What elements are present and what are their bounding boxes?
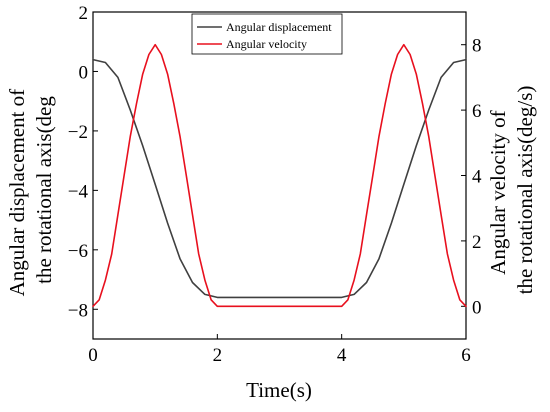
left-y-tick-label: −8 [68, 300, 88, 321]
right-axis-title-line-1: Angular velocity of [486, 110, 510, 274]
right-y-tick-label: 4 [472, 167, 482, 188]
legend-label-velocity: Angular velocity [226, 37, 307, 51]
left-y-tick-label: 2 [79, 3, 89, 24]
x-tick-label: 6 [461, 345, 471, 366]
ticks-layer: 0 2 4 6 2 0 −2 −4 −6 −8 8 6 4 2 0 [68, 3, 482, 366]
angular-displacement-line [92, 58, 467, 299]
right-y-tick-label: 2 [472, 232, 482, 253]
legend: Angular displacement Angular velocity [191, 13, 343, 55]
x-tick-label: 4 [337, 345, 347, 366]
left-axis-title-line-2: the rotational axis(deg [32, 96, 56, 284]
right-y-tick-label: 0 [472, 297, 482, 318]
x-tick-label: 2 [213, 345, 223, 366]
left-y-tick-label: 0 [79, 62, 89, 83]
left-axis-title: Angular displacement of the rotational a… [5, 84, 56, 297]
right-y-tick-label: 8 [472, 36, 482, 57]
legend-label-displacement: Angular displacement [226, 20, 332, 34]
angular-velocity-line [92, 43, 467, 308]
left-y-tick-label: −4 [68, 181, 89, 202]
x-axis-title: Time(s) [246, 378, 312, 402]
left-y-tick-label: −6 [68, 241, 88, 262]
plot-frame [92, 11, 467, 340]
left-axis-title-line-1: Angular displacement of [5, 89, 29, 297]
series-layer [92, 43, 467, 308]
right-y-tick-label: 6 [472, 101, 482, 122]
right-axis-title: Angular velocity of the rotational axis(… [486, 86, 537, 295]
right-axis-title-line-2: the rotational axis(deg/s) [513, 86, 537, 295]
left-y-tick-label: −2 [68, 122, 88, 143]
x-tick-label: 0 [88, 345, 98, 366]
legend-box [191, 13, 343, 55]
